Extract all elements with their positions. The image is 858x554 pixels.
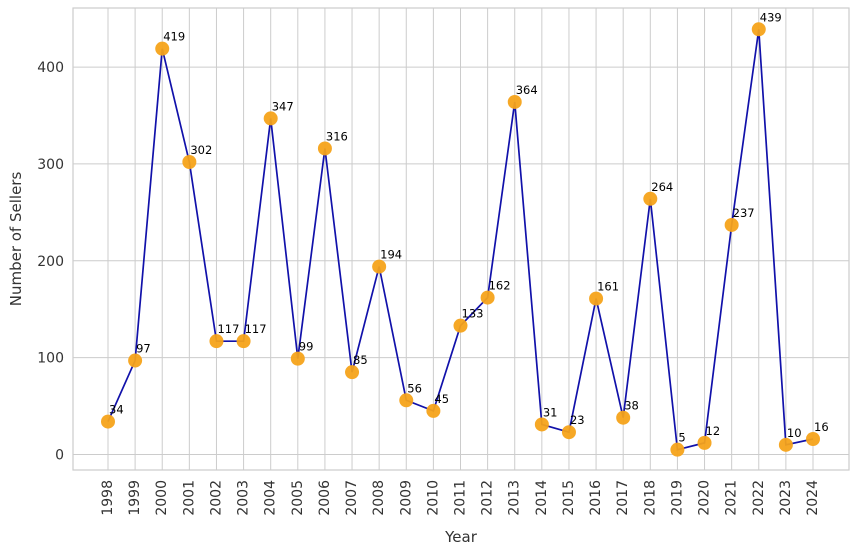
data-point bbox=[616, 410, 631, 425]
x-tick-label: 2021 bbox=[724, 480, 740, 516]
data-point bbox=[182, 155, 197, 169]
x-tick-label: 2007 bbox=[344, 480, 360, 516]
x-tick-label: 2003 bbox=[236, 480, 252, 516]
y-tick-label: 200 bbox=[37, 254, 64, 270]
data-label: 117 bbox=[217, 322, 239, 336]
data-point bbox=[290, 351, 305, 366]
data-label: 264 bbox=[651, 180, 673, 194]
markers bbox=[101, 22, 820, 457]
data-label: 162 bbox=[489, 279, 511, 293]
data-label: 5 bbox=[678, 431, 685, 445]
data-label: 85 bbox=[353, 353, 368, 367]
data-point bbox=[317, 141, 332, 156]
x-tick-label: 1999 bbox=[127, 480, 143, 516]
x-tick-label: 2020 bbox=[697, 480, 713, 516]
data-point bbox=[806, 432, 820, 447]
data-point bbox=[236, 334, 251, 349]
x-tick-label: 2006 bbox=[317, 480, 333, 516]
data-point bbox=[534, 417, 549, 432]
y-tick-label: 300 bbox=[37, 157, 64, 173]
data-point bbox=[724, 217, 739, 232]
data-label: 133 bbox=[462, 307, 484, 321]
x-tick-label: 2008 bbox=[371, 480, 387, 516]
data-label: 23 bbox=[570, 413, 585, 427]
data-label: 117 bbox=[245, 322, 267, 336]
data-point bbox=[480, 290, 495, 305]
x-tick-label: 2014 bbox=[534, 480, 550, 516]
data-point bbox=[453, 318, 468, 333]
data-label: 10 bbox=[787, 426, 802, 440]
data-label: 38 bbox=[624, 399, 639, 413]
x-tick-label: 2023 bbox=[778, 480, 794, 516]
x-tick-label: 2011 bbox=[453, 480, 469, 516]
x-axis-ticks: 1998 1999 2000 2001 2002 2003 2004 2005 2006 2007… bbox=[100, 480, 821, 516]
x-tick-label: 2017 bbox=[615, 480, 631, 516]
x-tick-label: 2013 bbox=[507, 480, 523, 516]
data-point bbox=[263, 111, 278, 126]
data-point bbox=[209, 334, 224, 349]
grid bbox=[73, 8, 849, 470]
x-tick-label: 2000 bbox=[154, 480, 170, 516]
data-label: 16 bbox=[814, 420, 829, 434]
data-label: 347 bbox=[272, 99, 294, 113]
y-axis-ticks: 0 100 200 300 400 bbox=[37, 60, 64, 463]
x-tick-label: 2001 bbox=[181, 480, 197, 516]
x-tick-label: 2015 bbox=[561, 480, 577, 516]
data-point bbox=[372, 259, 387, 274]
y-tick-label: 100 bbox=[37, 351, 64, 367]
data-label: 99 bbox=[299, 340, 314, 354]
x-tick-label: 2004 bbox=[263, 480, 279, 516]
x-tick-label: 2022 bbox=[751, 480, 767, 516]
y-axis-label: Number of Sellers bbox=[7, 172, 25, 307]
x-tick-label: 2010 bbox=[425, 480, 441, 516]
x-tick-label: 2012 bbox=[480, 480, 496, 516]
data-label: 45 bbox=[434, 392, 449, 406]
data-label: 56 bbox=[407, 381, 422, 395]
data-point bbox=[101, 414, 115, 429]
x-tick-label: 2024 bbox=[805, 480, 821, 516]
data-label: 419 bbox=[163, 30, 185, 44]
data-point bbox=[778, 437, 793, 452]
data-point bbox=[643, 191, 658, 206]
data-point bbox=[697, 435, 712, 450]
data-label: 302 bbox=[190, 143, 212, 157]
data-label: 12 bbox=[706, 424, 721, 438]
data-label: 237 bbox=[733, 206, 755, 220]
x-tick-label: 2009 bbox=[398, 480, 414, 516]
data-label: 316 bbox=[326, 129, 348, 143]
data-label: 97 bbox=[136, 342, 151, 356]
data-point bbox=[670, 442, 685, 457]
x-tick-label: 2016 bbox=[588, 480, 604, 516]
x-tick-label: 1998 bbox=[100, 480, 116, 516]
data-label: 161 bbox=[597, 280, 619, 294]
data-label: 364 bbox=[516, 83, 538, 97]
data-label: 194 bbox=[380, 248, 402, 262]
x-tick-label: 2005 bbox=[290, 480, 306, 516]
data-point bbox=[426, 403, 441, 418]
data-label: 34 bbox=[109, 403, 124, 417]
x-tick-label: 2019 bbox=[669, 480, 685, 516]
data-point bbox=[399, 393, 414, 408]
x-tick-label: 2002 bbox=[208, 480, 224, 516]
y-tick-label: 0 bbox=[55, 448, 64, 464]
data-point bbox=[128, 353, 143, 368]
data-label: 439 bbox=[760, 10, 782, 24]
data-label: 31 bbox=[543, 405, 558, 419]
data-point bbox=[751, 22, 766, 37]
x-axis-label: Year bbox=[444, 528, 478, 546]
data-point bbox=[345, 365, 360, 380]
data-point bbox=[561, 425, 576, 440]
data-point bbox=[507, 94, 522, 109]
y-tick-label: 400 bbox=[37, 60, 64, 76]
data-point bbox=[589, 291, 604, 306]
data-point bbox=[155, 41, 170, 56]
x-tick-label: 2018 bbox=[642, 480, 658, 516]
